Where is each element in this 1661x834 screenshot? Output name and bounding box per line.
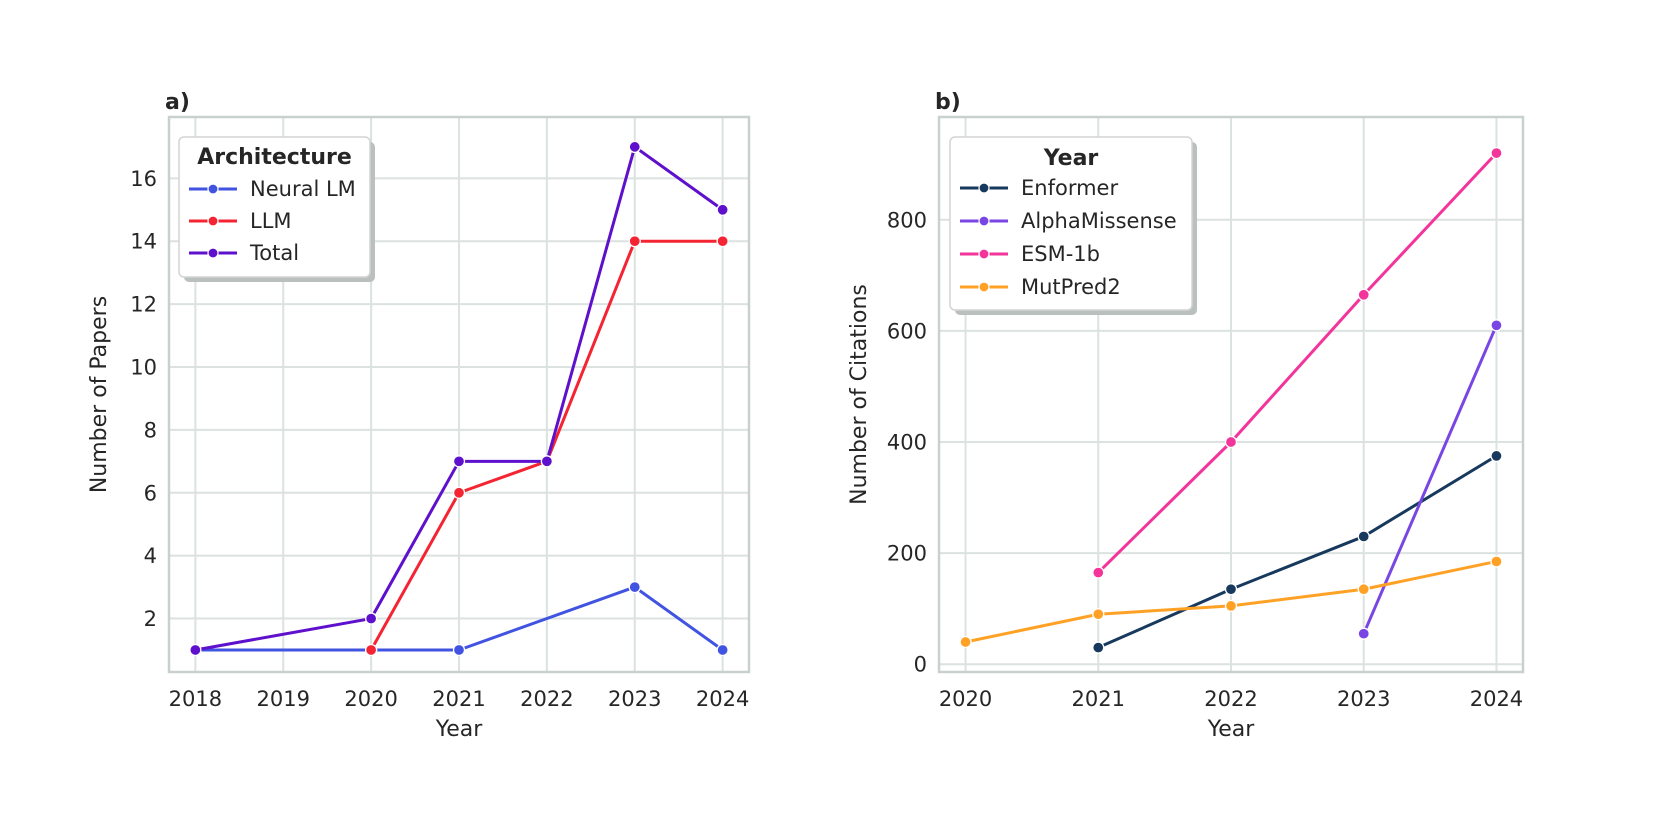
- legend-label-mutpred2: MutPred2: [1021, 275, 1121, 299]
- x-tick-label-2020: 2020: [344, 687, 397, 711]
- series-line-esm-1b: [1096, 151, 1498, 575]
- x-tick-label-2022: 2022: [520, 687, 573, 711]
- panel-label: b): [935, 90, 961, 115]
- data-point-alphamissense-2024: [1490, 319, 1503, 332]
- legend-marker-dot-llm: [207, 215, 219, 227]
- x-tick-label-2020: 2020: [939, 687, 992, 711]
- y-tick-label-400: 400: [887, 431, 927, 455]
- x-axis-label: Year: [435, 717, 484, 742]
- data-point-llm-2023: [628, 235, 641, 248]
- x-axis-label: Year: [1207, 717, 1256, 742]
- legend-marker-dot-esm-1b: [978, 248, 990, 260]
- data-point-llm-2021: [452, 486, 466, 499]
- y-tick-label-6: 6: [144, 481, 157, 505]
- data-point-esm-1b-2024: [1490, 146, 1503, 160]
- legend-label-esm-1b: ESM-1b: [1021, 242, 1100, 266]
- y-tick-label-12: 12: [130, 293, 157, 317]
- data-point-esm-1b-2021: [1092, 566, 1105, 579]
- y-tick-label-16: 16: [130, 167, 157, 191]
- legend-marker-dot-mutpred2: [978, 281, 990, 293]
- x-tick-label-2022: 2022: [1204, 687, 1257, 711]
- data-point-esm-1b-2023: [1357, 288, 1370, 301]
- y-tick-label-200: 200: [887, 542, 927, 566]
- data-point-total-2020: [364, 612, 378, 625]
- x-tick-label-2018: 2018: [169, 687, 222, 711]
- data-point-mutpred2-2022: [1224, 599, 1238, 613]
- data-point-mutpred2-2024: [1490, 555, 1503, 568]
- data-point-neural-lm-2021: [452, 643, 466, 657]
- y-tick-label-0: 0: [914, 653, 927, 677]
- legend-marker-dot-alphamissense: [978, 215, 990, 227]
- legend-label-llm: LLM: [250, 209, 292, 233]
- data-point-mutpred2-2023: [1357, 583, 1370, 596]
- y-tick-label-800: 800: [887, 208, 927, 232]
- data-point-mutpred2-2020: [959, 635, 972, 649]
- x-tick-label-2023: 2023: [1337, 687, 1390, 711]
- y-axis-label: Number of Citations: [847, 284, 872, 505]
- data-point-total-2023: [628, 140, 641, 154]
- x-tick-label-2024: 2024: [1470, 687, 1523, 711]
- data-point-enformer-2024: [1490, 449, 1503, 463]
- y-axis-label: Number of Papers: [87, 296, 112, 493]
- plot-border: [937, 115, 1525, 674]
- data-point-alphamissense-2023: [1357, 627, 1370, 640]
- legend-label-neural-lm: Neural LM: [250, 177, 356, 201]
- y-tick-label-4: 4: [144, 544, 157, 568]
- x-tick-label-2019: 2019: [257, 687, 310, 711]
- data-point-neural-lm-2024: [716, 643, 729, 657]
- y-tick-label-2: 2: [144, 607, 157, 631]
- x-tick-label-2021: 2021: [432, 687, 485, 711]
- legend-box: [178, 136, 371, 278]
- legend-marker-dot-neural-lm: [207, 183, 219, 195]
- x-tick-label-2024: 2024: [696, 687, 749, 711]
- data-point-total-2022: [540, 455, 554, 468]
- series-line-total: [193, 145, 725, 652]
- legend-label-alphamissense: AlphaMissense: [1021, 209, 1177, 233]
- y-tick-label-14: 14: [130, 230, 157, 254]
- data-point-mutpred2-2021: [1092, 608, 1105, 621]
- series-line-enformer: [1096, 454, 1498, 650]
- data-point-llm-2020: [364, 643, 378, 657]
- data-point-total-2021: [452, 455, 466, 468]
- data-point-enformer-2023: [1357, 530, 1370, 543]
- legend-label-total: Total: [249, 241, 299, 265]
- data-point-enformer-2022: [1224, 583, 1238, 596]
- plot-border: [167, 115, 751, 674]
- x-tick-label-2021: 2021: [1072, 687, 1125, 711]
- legend-marker-dot-total: [207, 247, 219, 259]
- data-point-neural-lm-2023: [628, 580, 641, 594]
- panel-label: a): [165, 90, 190, 115]
- legend-title: Architecture: [197, 145, 352, 170]
- x-tick-label-2023: 2023: [608, 687, 661, 711]
- y-tick-label-8: 8: [144, 418, 157, 442]
- legend-label-enformer: Enformer: [1021, 176, 1118, 200]
- data-point-esm-1b-2022: [1224, 435, 1238, 449]
- legend-title: Year: [1043, 146, 1099, 171]
- legend-marker-dot-enformer: [978, 182, 990, 194]
- y-tick-label-600: 600: [887, 319, 927, 343]
- data-point-total-2024: [716, 203, 729, 216]
- data-point-llm-2024: [716, 235, 729, 248]
- y-tick-label-10: 10: [130, 355, 157, 379]
- legend-box: [949, 136, 1193, 311]
- data-point-enformer-2021: [1092, 641, 1105, 654]
- series-line-alphamissense: [1362, 323, 1498, 636]
- data-point-total-2018: [189, 643, 202, 657]
